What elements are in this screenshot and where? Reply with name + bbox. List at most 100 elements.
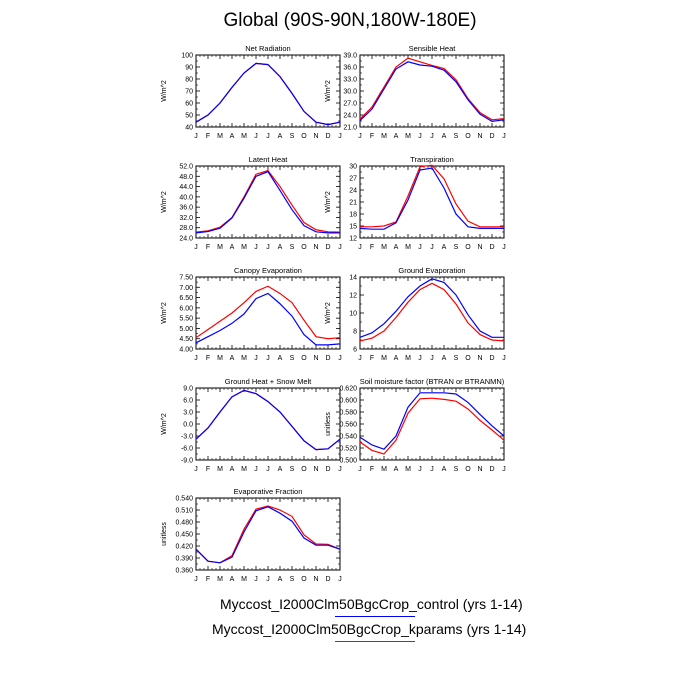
x-tick-label: J: [266, 576, 270, 583]
x-tick-label: F: [206, 355, 210, 362]
x-tick-label: F: [206, 133, 210, 140]
x-tick-label: S: [454, 133, 459, 140]
x-tick-label: J: [430, 355, 434, 362]
series-line-kparams: [359, 57, 505, 121]
x-tick-label: J: [266, 133, 270, 140]
x-tick-label: M: [217, 133, 223, 140]
y-axis-label: W/m^2: [325, 80, 332, 102]
y-tick-label: 21.0: [343, 125, 357, 132]
y-tick-label: 100: [181, 53, 193, 60]
y-tick-label: 10: [349, 311, 357, 318]
series-line-kparams: [195, 389, 341, 451]
x-tick-label: S: [290, 466, 295, 473]
x-tick-label: F: [206, 244, 210, 251]
x-tick-label: J: [358, 466, 362, 473]
x-tick-label: F: [206, 576, 210, 583]
x-tick-label: F: [370, 244, 374, 251]
x-tick-label: A: [230, 466, 235, 473]
x-tick-label: O: [465, 133, 471, 140]
x-tick-label: A: [442, 355, 447, 362]
y-tick-label: 15: [349, 224, 357, 231]
x-tick-label: A: [394, 244, 399, 251]
x-tick-label: A: [394, 466, 399, 473]
y-tick-label: 30: [349, 164, 357, 171]
legend-swatch-control: [335, 616, 415, 617]
y-tick-label: 27.0: [343, 101, 357, 108]
x-tick-label: M: [405, 133, 411, 140]
y-axis-label: W/m^2: [161, 80, 168, 102]
y-tick-label: 0.420: [175, 544, 193, 551]
x-tick-label: J: [430, 244, 434, 251]
panel-title: Ground Heat + Snow Melt: [225, 377, 312, 386]
x-tick-label: S: [290, 355, 295, 362]
y-tick-label: 28.0: [179, 225, 193, 232]
y-axis-label: W/m^2: [325, 191, 332, 213]
y-axis-label: W/m^2: [325, 302, 332, 324]
y-tick-label: 44.0: [179, 184, 193, 191]
y-tick-label: 0.510: [175, 508, 193, 515]
y-tick-label: 4.00: [179, 347, 193, 354]
x-tick-label: J: [338, 466, 342, 473]
x-tick-label: J: [254, 466, 258, 473]
x-tick-label: J: [502, 244, 506, 251]
y-tick-label: 36.0: [343, 65, 357, 72]
x-tick-label: J: [418, 244, 422, 251]
y-tick-label: -9.0: [181, 458, 193, 465]
x-tick-label: N: [313, 133, 318, 140]
y-tick-label: 33.0: [343, 77, 357, 84]
x-tick-label: J: [502, 133, 506, 140]
x-tick-label: F: [370, 133, 374, 140]
y-tick-label: 5.50: [179, 316, 193, 323]
x-tick-label: A: [278, 576, 283, 583]
series-line-control: [359, 61, 505, 123]
plot-frame: [195, 165, 341, 239]
y-axis-label: W/m^2: [161, 302, 168, 324]
x-tick-label: J: [266, 466, 270, 473]
plot-frame: [195, 276, 341, 350]
x-tick-label: A: [442, 133, 447, 140]
y-tick-label: 0.360: [175, 568, 193, 575]
x-tick-label: A: [230, 133, 235, 140]
series-line-control: [195, 170, 340, 234]
series-line-control: [195, 506, 341, 564]
y-tick-label: 6.0: [183, 398, 193, 405]
x-tick-label: M: [405, 466, 411, 473]
y-tick-label: 12: [349, 236, 357, 243]
x-tick-label: A: [278, 355, 283, 362]
y-tick-label: 50: [185, 113, 193, 120]
x-tick-label: M: [381, 466, 387, 473]
x-tick-label: O: [465, 466, 471, 473]
y-tick-label: 0.390: [175, 556, 193, 563]
x-tick-label: M: [241, 355, 247, 362]
y-tick-label: 6: [353, 347, 357, 354]
x-tick-label: M: [241, 244, 247, 251]
x-tick-label: D: [325, 244, 330, 251]
legend-label-control: Myccost_I2000Clm50BgcCrop_control (yrs 1…: [220, 596, 523, 612]
x-tick-label: N: [313, 244, 318, 251]
y-tick-label: 48.0: [179, 174, 193, 181]
panel-title: Soil moisture factor (BTRAN or BTRANMN): [360, 377, 505, 386]
y-axis-label: unitless: [161, 522, 168, 546]
y-tick-label: 39.0: [343, 53, 357, 60]
y-tick-label: 7.50: [179, 275, 193, 282]
x-tick-label: J: [266, 355, 270, 362]
panel-title: Sensible Heat: [409, 44, 457, 53]
series-line-kparams: [195, 62, 341, 126]
x-tick-label: D: [489, 244, 494, 251]
series-line-control: [359, 278, 504, 338]
x-tick-label: J: [254, 576, 258, 583]
x-tick-label: D: [489, 466, 494, 473]
x-tick-label: A: [278, 133, 283, 140]
series-line-kparams: [195, 285, 341, 340]
x-tick-label: O: [301, 355, 307, 362]
y-tick-label: -3.0: [181, 434, 193, 441]
x-tick-label: O: [301, 576, 307, 583]
y-tick-label: 7.00: [179, 285, 193, 292]
y-tick-label: 0.620: [339, 386, 357, 393]
